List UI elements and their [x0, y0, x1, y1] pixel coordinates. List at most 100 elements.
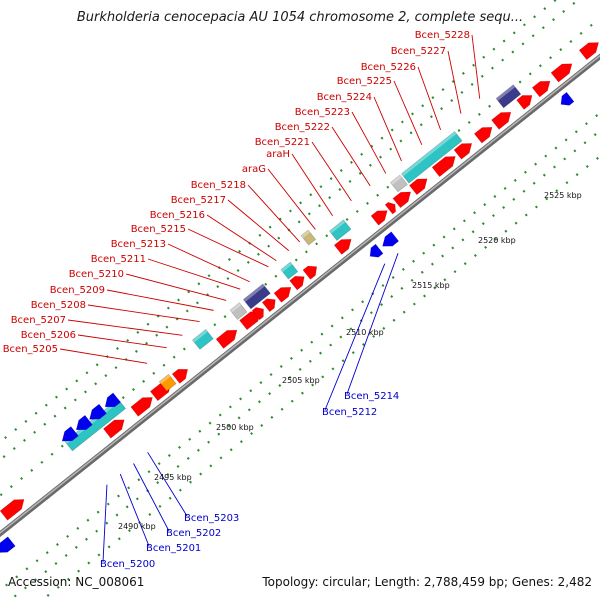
forward-gene-label[interactable]: Bcen_5218	[191, 180, 246, 191]
label-leader-line	[187, 228, 269, 268]
grey-feature-shine	[390, 175, 402, 185]
forward-gene-arrow[interactable]	[392, 191, 412, 209]
forward-gene-arrow[interactable]	[130, 397, 153, 417]
forward-gene-label[interactable]: Bcen_5213	[111, 239, 166, 250]
olive-feature-shine	[301, 230, 311, 239]
forward-gene-arrow[interactable]	[578, 42, 599, 61]
reverse-gene-label[interactable]: Bcen_5202	[166, 528, 221, 539]
reverse-gene-arrow[interactable]	[382, 231, 400, 247]
gene-labels[interactable]: Bcen_5205 Bcen_5206 Bcen_5207 Bcen_5208 Bcen…	[3, 30, 481, 570]
label-leader-line	[106, 289, 214, 311]
label-leader-line	[447, 50, 462, 114]
label-leader-line	[267, 168, 316, 230]
reverse-gene-label[interactable]: Bcen_5212	[322, 407, 377, 418]
forward-gene-arrow[interactable]	[251, 307, 264, 321]
reverse-gene-label[interactable]: Bcen_5201	[146, 543, 201, 554]
forward-gene-arrow[interactable]	[431, 156, 456, 178]
forward-gene-label[interactable]: Bcen_5210	[69, 269, 124, 280]
forward-gene-label[interactable]: Bcen_5222	[275, 122, 330, 133]
forward-gene-arrow[interactable]	[273, 286, 292, 303]
rna-feature-shine	[280, 262, 293, 272]
rna-feature[interactable]	[280, 261, 299, 280]
forward-gene-arrow[interactable]	[102, 419, 125, 439]
forward-gene-arrow[interactable]	[516, 95, 533, 110]
label-leader-line	[147, 452, 188, 517]
grey-feature[interactable]	[229, 302, 248, 320]
forward-gene-arrow[interactable]	[215, 329, 238, 349]
forward-gene-arrow[interactable]	[531, 80, 551, 98]
forward-gene-arrow[interactable]	[453, 143, 473, 160]
reverse-gene-arrow[interactable]	[75, 414, 93, 431]
guide-line	[0, 111, 600, 592]
forward-gene-arrow[interactable]	[302, 265, 318, 280]
reverse-gene-label[interactable]: Bcen_5214	[344, 391, 399, 402]
label-leader-line	[471, 34, 481, 99]
forward-gene-label[interactable]: Bcen_5224	[317, 92, 372, 103]
rna-feature-shine	[401, 131, 457, 177]
label-leader-line	[311, 141, 352, 202]
label-leader-line	[227, 199, 290, 251]
dark-feature[interactable]	[242, 283, 271, 310]
reverse-gene-arrow[interactable]	[560, 91, 575, 106]
forward-gene-label[interactable]: Bcen_5209	[50, 285, 105, 296]
label-leader-line	[87, 304, 200, 323]
forward-gene-arrow[interactable]	[0, 499, 25, 521]
forward-gene-arrow[interactable]	[333, 238, 352, 255]
forward-gene-label[interactable]: Bcen_5228	[415, 30, 470, 41]
reverse-gene-label[interactable]: Bcen_5200	[100, 559, 155, 570]
forward-gene-arrow[interactable]	[550, 63, 573, 83]
scale-tick-label: 2520 kbp	[478, 236, 516, 245]
dark-feature[interactable]	[495, 84, 522, 109]
forward-gene-label[interactable]: Bcen_5207	[11, 315, 66, 326]
forward-gene-label[interactable]: araG	[242, 164, 266, 175]
label-leader-line	[206, 214, 277, 261]
scale-tick-label: 2505 kbp	[282, 376, 320, 385]
grey-feature[interactable]	[390, 174, 408, 193]
orange-feature-shine	[159, 374, 171, 385]
forward-gene-arrow[interactable]	[491, 111, 512, 130]
orange-feature[interactable]	[158, 373, 177, 392]
forward-gene-label[interactable]: Bcen_5226	[361, 62, 416, 73]
reverse-gene-arrow[interactable]	[89, 403, 107, 420]
reverse-gene-arrow[interactable]	[369, 243, 384, 258]
forward-gene-arrow[interactable]	[171, 368, 189, 384]
forward-gene-label[interactable]: Bcen_5223	[295, 107, 350, 118]
forward-gene-label[interactable]: Bcen_5208	[31, 300, 86, 311]
scale-tick-label: 2525 kbp	[544, 191, 582, 200]
topology-text: Topology: circular; Length: 2,788,459 bp…	[262, 575, 592, 589]
reverse-gene-label[interactable]: Bcen_5203	[184, 513, 239, 524]
forward-gene-label[interactable]: Bcen_5221	[255, 137, 310, 148]
label-leader-line	[331, 126, 371, 187]
backbone-highlight	[0, 54, 600, 534]
forward-gene-label[interactable]: Bcen_5217	[171, 195, 226, 206]
label-leader-line	[133, 463, 170, 532]
map-title: Burkholderia cenocepacia AU 1054 chromos…	[76, 10, 524, 25]
reverse-gene-arrow[interactable]	[0, 536, 16, 553]
rna-feature[interactable]	[192, 328, 214, 350]
forward-gene-arrow[interactable]	[384, 201, 397, 215]
reverse-gene-arrow[interactable]	[61, 426, 79, 442]
forward-gene-label[interactable]: Bcen_5215	[131, 224, 186, 235]
forward-gene-arrow[interactable]	[261, 298, 276, 313]
forward-gene-label[interactable]: araH	[266, 149, 290, 160]
forward-gene-arrow[interactable]	[289, 275, 305, 291]
gene-features[interactable]	[0, 0, 600, 553]
forward-gene-arrow[interactable]	[408, 178, 428, 196]
label-leader-line	[119, 473, 150, 547]
forward-gene-label[interactable]: Bcen_5227	[391, 46, 446, 57]
rna-feature[interactable]	[401, 131, 463, 184]
dark-feature-shine	[243, 283, 265, 302]
rna-feature[interactable]	[329, 219, 352, 241]
forward-gene-label[interactable]: Bcen_5216	[150, 210, 205, 221]
forward-gene-label[interactable]: Bcen_5225	[337, 76, 392, 87]
guide-line	[40, 154, 600, 600]
forward-gene-arrow[interactable]	[473, 126, 493, 144]
rna-feature-shine	[192, 329, 208, 343]
forward-gene-label[interactable]: Bcen_5205	[3, 344, 58, 355]
olive-feature[interactable]	[300, 229, 317, 246]
forward-gene-arrow[interactable]	[370, 210, 388, 226]
reverse-gene-arrow[interactable]	[104, 392, 122, 408]
forward-gene-label[interactable]: Bcen_5206	[21, 330, 76, 341]
forward-gene-label[interactable]: Bcen_5211	[91, 254, 146, 265]
accession-text: Accession: NC_008061	[8, 575, 145, 589]
